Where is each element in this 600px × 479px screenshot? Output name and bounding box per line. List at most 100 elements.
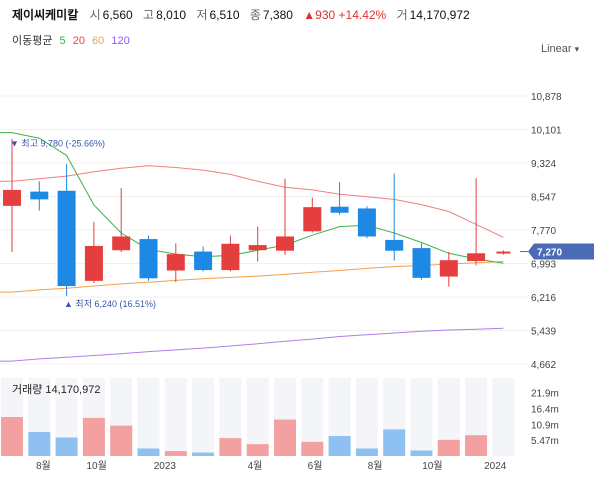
candle-body [303,207,322,232]
scale-dropdown[interactable]: Linear ▾ [541,43,579,55]
low-value: 6,510 [209,8,240,22]
volume-bar [410,450,433,456]
volume-bar [301,441,324,456]
price-tick-label: 8,547 [531,193,556,204]
candle [385,173,404,261]
x-axis-label: 2024 [484,461,507,472]
current-price-label: 7,270 [537,248,562,259]
candle [166,243,185,283]
price-tick-label: 7,770 [531,226,556,237]
candle-body [30,191,49,200]
volume-bar [383,429,406,456]
close-value: 7,380 [262,8,293,22]
stock-header: 제이씨케미칼 시 6,560 고 8,010 저 6,510 종 7,380 ▲930 … [12,6,477,23]
volume-bar [355,448,378,456]
candle-body [194,251,213,271]
candle-body [439,260,458,277]
moving-average-legend[interactable]: 이동평균 5 20 60 120 [12,32,134,48]
candle-body [248,245,267,251]
candle [439,251,458,287]
volume-column-bg [55,378,78,456]
candle [496,250,511,255]
volume-bar [192,452,215,456]
volume-tick-label: 16.4m [531,405,559,416]
x-axis-label: 2023 [154,461,177,472]
ma-20-label: 20 [72,35,85,47]
volume-column-bg [492,378,515,456]
volume-bar [274,419,296,456]
x-axis-label: 8월 [368,460,383,472]
volume-bar [465,435,488,456]
volume-column-bg [437,378,460,456]
candle-body [139,239,158,279]
volume-column-bg [137,378,160,456]
ma-20-line [0,165,504,238]
price-tick-label: 9,324 [531,159,556,170]
candle [248,226,267,262]
volume-bar [1,417,23,456]
candle-body [276,236,294,251]
candle-body [221,243,240,271]
volume-bar [28,432,51,456]
candle [30,181,49,211]
x-axis-label: 6월 [308,460,323,472]
ma-60-label: 60 [92,35,105,47]
candle-body [112,236,131,251]
close-label: 종 [249,8,261,22]
ma-120-label: 120 [111,35,130,47]
volume-column-bg [410,378,433,456]
price-tick-label: 6,993 [531,260,556,271]
x-axis-label: 8월 [36,460,51,472]
volume-tick-label: 10.9m [531,421,559,432]
ma-5-label: 5 [59,35,66,47]
candle-body [166,254,185,271]
volume-bar [437,439,460,456]
volume-column-bg [355,378,378,456]
volume-column-bg [301,378,324,456]
volume-column-bg [192,378,215,456]
candle-body [3,189,21,206]
candle [221,235,240,272]
candle-body [57,190,76,287]
volume-bar [137,448,160,456]
current-price-tag [528,243,594,260]
price-tick-label: 4,662 [531,360,556,371]
candle-body [467,253,486,262]
volume-bar [246,444,269,456]
candle-body [412,248,431,278]
ma-120-line [0,327,504,362]
low-annotation: ▲ 최저 6,240 (16.51%) [64,299,156,309]
volume-tick-label: 21.9m [531,389,559,400]
x-axis-label: 4월 [248,460,263,472]
volume-bar [110,425,133,456]
volume-bar [328,436,351,456]
candle [57,164,76,296]
candle-body [330,206,349,213]
open-value: 6,560 [102,8,133,22]
candle [467,178,486,266]
stock-name: 제이씨케미칼 [12,8,79,22]
x-axis-label: 10월 [422,460,442,472]
candle-body [496,251,511,254]
high-value: 8,010 [156,8,187,22]
candle-body [357,208,376,237]
volume-column-bg [219,378,242,456]
candle [112,188,131,252]
candle [276,178,294,256]
volume-label: 거 [396,8,408,22]
high-label: 고 [143,8,155,22]
change-value: ▲930 +14.42% [303,8,387,22]
scale-label: Linear [541,43,572,55]
candle [84,221,103,284]
volume-bar [55,437,78,456]
candle [412,243,431,280]
candle [3,139,21,252]
candle [139,235,158,281]
candle [357,206,376,239]
volume-bar [164,451,187,456]
x-axis-label: 10월 [86,460,106,472]
volume-value: 14,170,972 [409,8,470,22]
candle [303,197,322,233]
candle [194,246,213,272]
